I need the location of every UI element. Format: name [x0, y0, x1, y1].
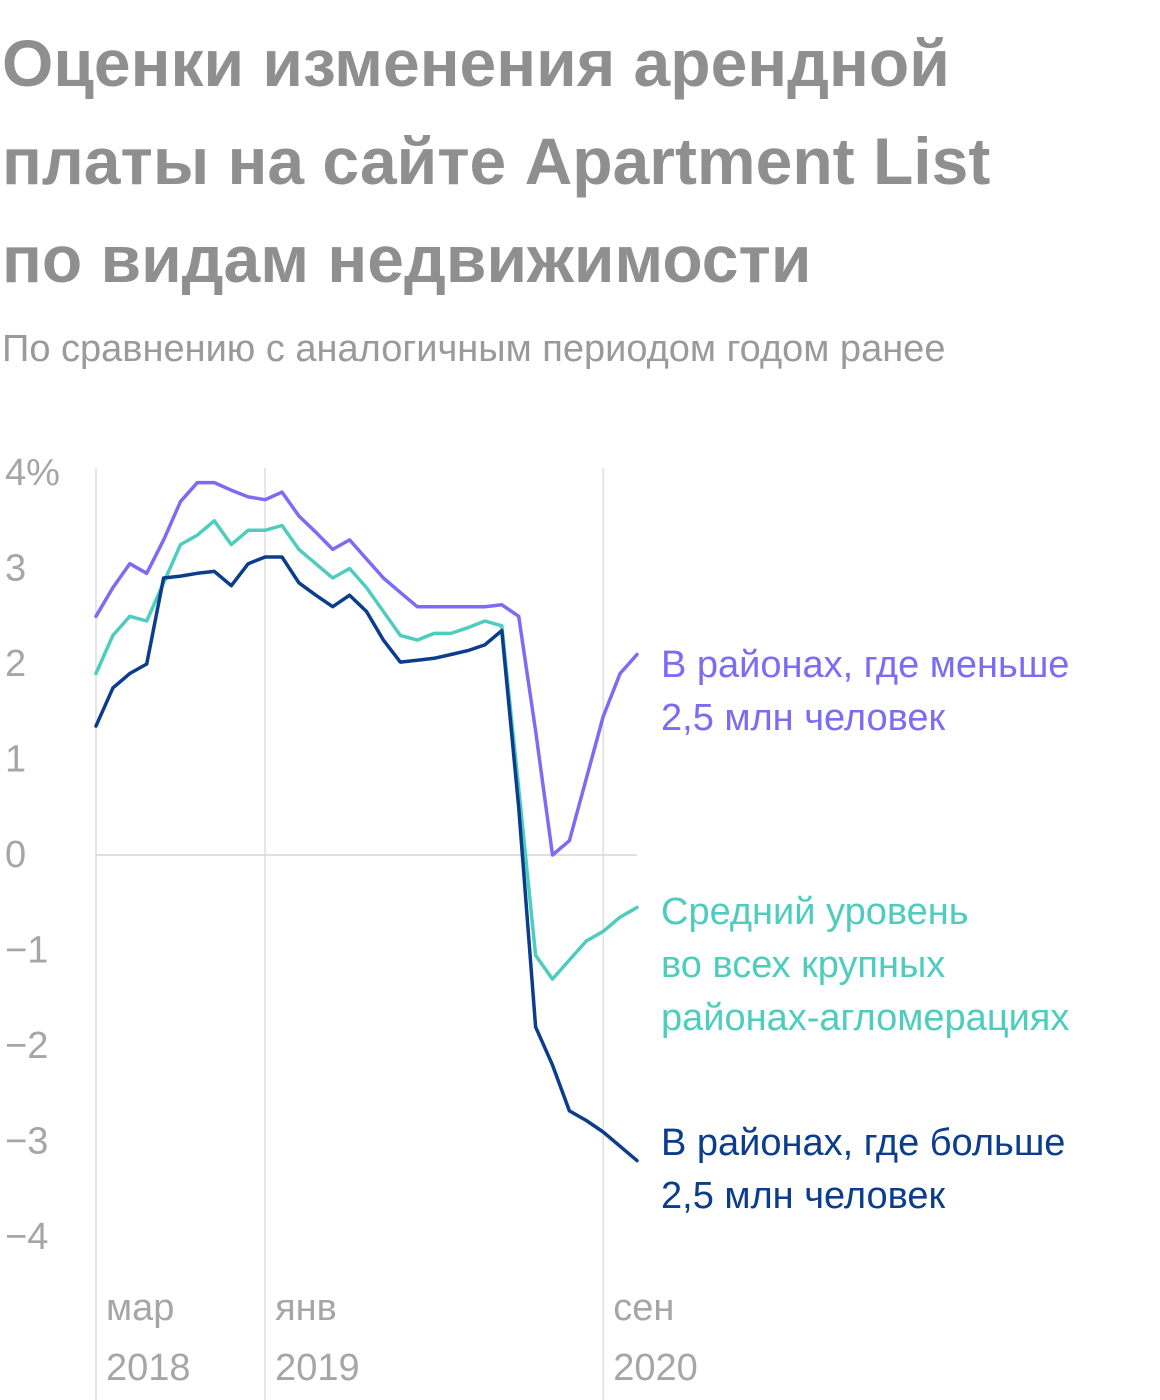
chart-title-line-2: платы на сайте Apartment List: [2, 124, 991, 198]
x-tick-month-label: сен: [613, 1287, 674, 1329]
series-line-1: [94, 519, 639, 981]
x-tick-month-label: янв: [275, 1287, 337, 1329]
series-label-1: во всех крупных: [661, 944, 945, 986]
series-label-2: В районах, где больше: [661, 1122, 1065, 1164]
series-label-0: В районах, где меньше: [661, 644, 1069, 686]
y-tick-label: −4: [5, 1216, 48, 1258]
y-tick-label: 1: [5, 739, 26, 781]
x-tick-year-label: 2018: [106, 1347, 191, 1389]
y-tick-label: 4%: [5, 452, 60, 494]
x-tick-year-label: 2019: [275, 1347, 360, 1389]
series-label-2: 2,5 млн человек: [661, 1175, 946, 1217]
y-tick-label: −1: [5, 930, 48, 972]
y-tick-label: 3: [5, 548, 26, 590]
y-tick-label: 2: [5, 643, 26, 685]
chart-title: Оценки изменения арендной платы на сайте…: [2, 14, 1152, 308]
y-tick-label: −3: [5, 1121, 48, 1163]
chart-title-line-1: Оценки изменения арендной: [2, 26, 950, 100]
chart-subtitle: По сравнению с аналогичным периодом годо…: [2, 328, 946, 370]
x-tick-year-label: 2020: [613, 1347, 698, 1389]
chart-title-line-3: по видам недвижимости: [2, 222, 812, 296]
series-label-1: районах-агломерациях: [661, 997, 1069, 1039]
y-tick-label: −2: [5, 1025, 48, 1067]
series-line-2: [94, 555, 639, 1163]
y-tick-label: 0: [5, 834, 26, 876]
series-label-0: 2,5 млн человек: [661, 697, 946, 739]
series-label-1: Средний уровень: [661, 891, 969, 933]
series-line-0: [94, 480, 639, 857]
x-tick-month-label: мар: [106, 1287, 174, 1329]
